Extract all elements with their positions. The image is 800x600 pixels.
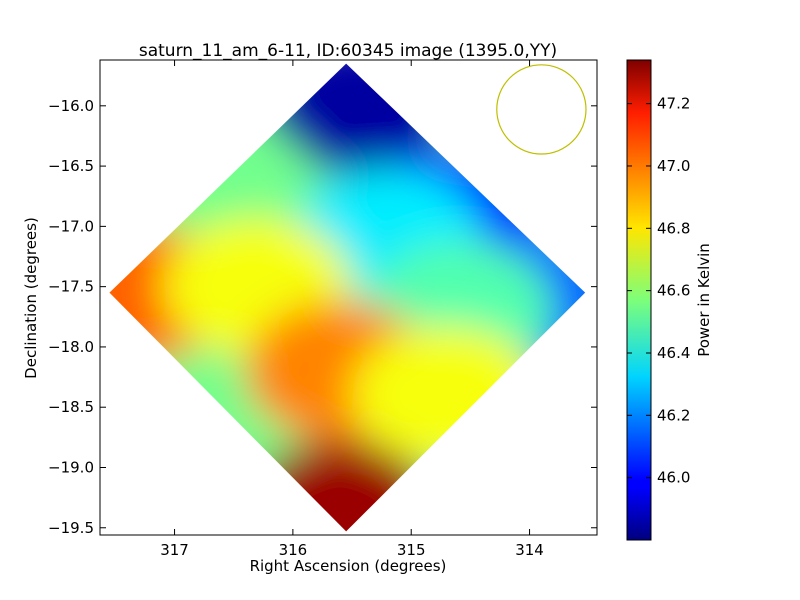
plot-area: [109, 63, 587, 532]
y-axis: −16.0 −16.5 −17.0 −17.5 −18.0 −18.5 −19.0 −19.5: [48, 97, 597, 537]
colorbar-tick-label: 46.2: [657, 406, 690, 424]
y-tick-label: −17.0: [48, 217, 94, 235]
chart-title: saturn_11_am_6-11, ID:60345 image (1395.…: [139, 41, 557, 61]
colorbar-axis: 46.0 46.2 46.4 46.6 46.8 47.0 47.2: [627, 95, 690, 487]
colorbar-label: Power in Kelvin: [695, 243, 713, 357]
x-tick-label: 314: [515, 541, 544, 559]
heatmap-regions: [109, 63, 586, 532]
heatmap-region-south: [245, 439, 436, 532]
colorbar-tick-label: 47.0: [657, 157, 690, 175]
x-tick-label: 316: [279, 541, 308, 559]
y-tick-label: −19.5: [48, 519, 94, 537]
y-tick-label: −18.0: [48, 338, 94, 356]
colorbar-tick-label: 46.4: [657, 344, 690, 362]
x-axis-label: Right Ascension (degrees): [250, 557, 447, 575]
heatmap-image: [109, 63, 586, 532]
plot-frame: [99, 59, 598, 536]
x-axis: 317 316 315 314: [160, 60, 544, 559]
y-tick-label: −16.5: [48, 157, 94, 175]
y-tick-label: −18.5: [48, 398, 94, 416]
y-tick-label: −16.0: [48, 97, 94, 115]
heatmap-region-south-west: [351, 325, 542, 466]
colorbar-tick-label: 46.8: [657, 219, 690, 237]
x-tick-label: 315: [397, 541, 426, 559]
colorbar-tick-label: 47.2: [657, 95, 690, 113]
y-tick-label: −19.0: [48, 458, 94, 476]
x-tick-label: 317: [160, 541, 189, 559]
colorbar-tick-label: 46.6: [657, 282, 690, 300]
colorbar-tick-label: 46.0: [657, 469, 690, 487]
y-tick-label: −17.5: [48, 278, 94, 296]
y-axis-label: Declination (degrees): [22, 217, 40, 379]
colorbar: [626, 59, 652, 541]
beam-circle: [496, 64, 587, 155]
